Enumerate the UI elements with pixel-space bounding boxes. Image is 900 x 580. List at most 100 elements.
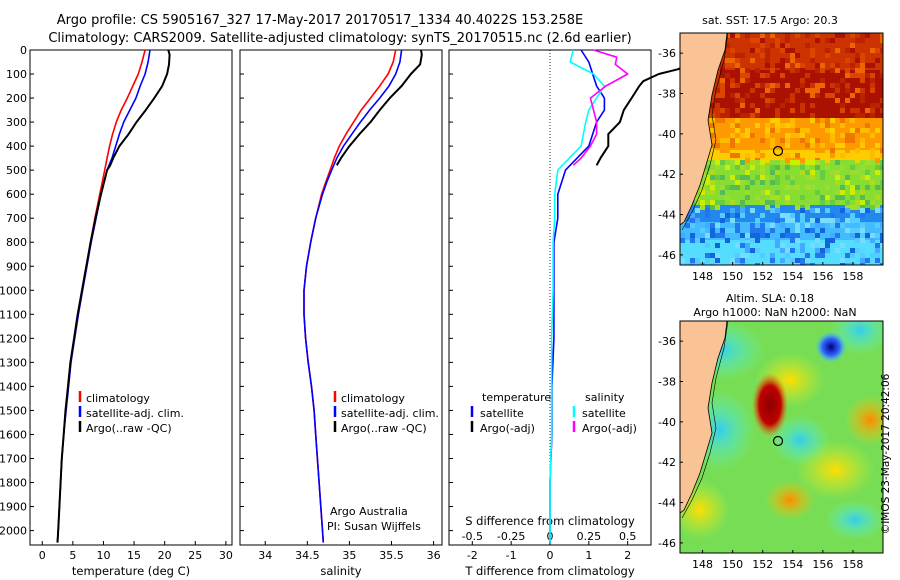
sla-map-subtitle: Argo h1000: NaN h2000: NaN (693, 306, 856, 319)
legend-label: climatology (86, 392, 150, 405)
map-y-tick-label: -36 (658, 47, 676, 60)
sst-map-title: sat. SST: 17.5 Argo: 20.3 (702, 14, 838, 27)
sst-map: sat. SST: 17.5 Argo: 20.3 148 150 152 154 15… (658, 14, 884, 283)
x-tick-label: 34.5 (295, 549, 320, 562)
map-y-tick-label: -36 (658, 335, 676, 348)
map-y-tick-label: -44 (658, 497, 676, 510)
x-tick-label: 15 (127, 549, 141, 562)
depth-tick-label: 800 (6, 236, 27, 249)
map-y-tick-label: -42 (658, 456, 676, 469)
x-tick-label: 20 (158, 549, 172, 562)
map-x-tick-label: 154 (782, 270, 803, 283)
map-x-tick-label: 150 (722, 558, 743, 571)
depth-tick-label: 1200 (0, 332, 27, 345)
depth-tick-label: 1400 (0, 380, 27, 393)
sla-map-title: Altim. SLA: 0.18 (726, 292, 814, 305)
depth-tick-label: 1800 (0, 477, 27, 490)
x-tick-label: -2 (467, 549, 478, 562)
imos-stamp: ©IMOS 23-May-2017 20:42:06 (880, 373, 892, 534)
series-line-argo-raw-qc- (56, 49, 171, 543)
depth-tick-label: 600 (6, 188, 27, 201)
depth-tick-label: 1000 (0, 284, 27, 297)
legend-label: Argo(-adj) (582, 422, 637, 435)
map-x-tick-label: 156 (812, 270, 833, 283)
map-x-tick-label: 148 (692, 270, 713, 283)
x-tick-label: 2 (624, 549, 631, 562)
diff-xlabel: T difference from climatology (464, 564, 635, 578)
depth-tick-label: 200 (6, 92, 27, 105)
map-y-tick-label: -46 (658, 249, 676, 262)
header-line1: Argo profile: CS 5905167_327 17-May-2017… (57, 13, 584, 28)
legend-label: Argo(..raw -QC) (341, 422, 427, 435)
depth-tick-label: 1900 (0, 501, 27, 514)
sla-argo-marker (772, 435, 784, 447)
legend-label: Argo(-adj) (480, 422, 535, 435)
sla-land (680, 321, 728, 514)
legend-label: satellite-adj. clim. (86, 407, 184, 420)
map-x-tick-label: 152 (752, 270, 773, 283)
series-line-s-argo-adj- (572, 49, 629, 166)
map-y-tick-label: -38 (658, 88, 676, 101)
legend-header: salinity (585, 391, 625, 404)
x-tick-label: 36 (427, 549, 441, 562)
difference-panel: -2 -1 0 1 2-0.5 -0.25 0 0.25 0.5T difference fro… (448, 49, 699, 578)
depth-tick-label: 700 (6, 212, 27, 225)
depth-tick-label: 1100 (0, 308, 27, 321)
header-line2: Climatology: CARS2009. Satellite-adjuste… (48, 31, 631, 46)
map-x-tick-label: 154 (782, 558, 803, 571)
map-y-tick-label: -38 (658, 376, 676, 389)
x-tick-label: 1 (585, 549, 592, 562)
depth-tick-label: 1700 (0, 452, 27, 465)
x-tick-label: 35.5 (379, 549, 404, 562)
x-tick-label: 30 (219, 549, 233, 562)
map-x-tick-label: 156 (812, 558, 833, 571)
temperature-axes-box (29, 49, 233, 546)
s-tick-label: 0.5 (619, 530, 637, 543)
legend-label: satellite (480, 407, 524, 420)
legend-label: satellite-adj. clim. (341, 407, 439, 420)
map-x-tick-label: 152 (752, 558, 773, 571)
depth-tick-label: 1300 (0, 356, 27, 369)
x-tick-label: 34 (258, 549, 272, 562)
x-tick-label: 25 (188, 549, 202, 562)
legend-header: temperature (482, 391, 551, 404)
map-y-tick-label: -42 (658, 168, 676, 181)
x-tick-label: 10 (96, 549, 110, 562)
x-tick-label: 5 (69, 549, 76, 562)
s-tick-label: -0.5 (462, 530, 483, 543)
salinity-panel: 34 34.5 35 35.5 36 salinity climatology satelli… (239, 49, 443, 578)
map-y-tick-label: -40 (658, 416, 676, 429)
sst-argo-marker (772, 145, 784, 157)
map-y-tick-label: -40 (658, 128, 676, 141)
depth-tick-label: 900 (6, 260, 27, 273)
sst-land (680, 33, 728, 226)
series-line-satellite-adj-clim- (303, 49, 403, 543)
legend-label: climatology (341, 392, 405, 405)
series-line-t-argo-adj- (595, 49, 699, 166)
x-tick-label: 0 (39, 549, 46, 562)
x-tick-label: 0 (547, 549, 554, 562)
annotation-line: Argo Australia (330, 505, 408, 518)
depth-tick-label: 500 (6, 164, 27, 177)
depth-tick-label: 100 (6, 68, 27, 81)
map-x-tick-label: 148 (692, 558, 713, 571)
salinity-axes-box (239, 49, 443, 546)
depth-tick-label: 400 (6, 140, 27, 153)
x-tick-label: -1 (506, 549, 517, 562)
map-x-tick-label: 158 (842, 558, 863, 571)
map-y-tick-label: -44 (658, 209, 676, 222)
temperature-panel: 0 100 200 300 400 500 600 700 800 900 1000 1100 1200… (0, 44, 233, 578)
depth-tick-label: 1600 (0, 428, 27, 441)
annotation-line: PI: Susan Wijffels (327, 520, 421, 533)
map-x-tick-label: 158 (842, 270, 863, 283)
temperature-xlabel: temperature (deg C) (72, 564, 190, 578)
depth-tick-label: 1500 (0, 404, 27, 417)
series-line-argo-raw-qc- (335, 49, 423, 166)
depth-tick-label: 300 (6, 116, 27, 129)
sla-map: Altim. SLA: 0.18 Argo h1000: NaN h2000: … (658, 292, 884, 571)
s-tick-label: -0.25 (497, 530, 525, 543)
salinity-xlabel: salinity (320, 564, 361, 578)
x-tick-label: 35 (342, 549, 356, 562)
map-x-tick-label: 150 (722, 270, 743, 283)
